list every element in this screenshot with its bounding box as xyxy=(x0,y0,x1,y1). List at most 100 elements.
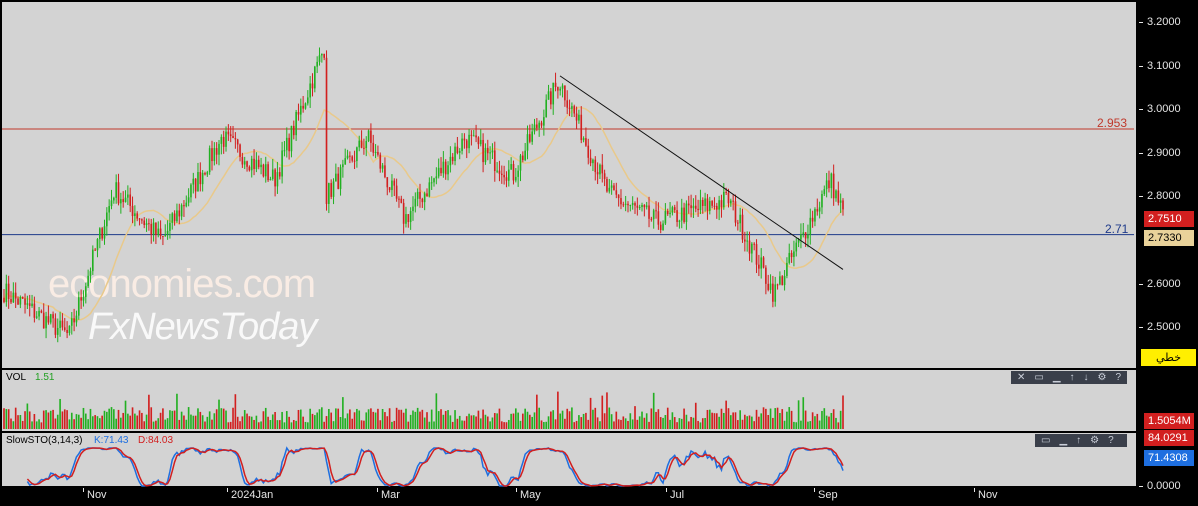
candle-body xyxy=(765,267,767,284)
settings-icon[interactable]: ⚙ xyxy=(1097,372,1107,383)
volume-bar xyxy=(330,412,333,429)
candle-body xyxy=(229,134,232,137)
help-icon[interactable]: ? xyxy=(1115,372,1122,383)
volume-bar xyxy=(557,391,559,429)
candle-body xyxy=(587,145,590,158)
candle-body xyxy=(493,150,496,171)
move-up-icon[interactable]: ↑ xyxy=(1076,435,1082,446)
volume-bar xyxy=(370,408,372,429)
candle-body xyxy=(77,297,80,316)
volume-bar xyxy=(828,416,830,429)
volume-bar xyxy=(220,408,223,429)
candle-body xyxy=(786,262,788,276)
volume-bar xyxy=(449,415,452,429)
volume-bar xyxy=(678,418,681,429)
candle-body xyxy=(377,151,379,155)
volume-bar xyxy=(704,417,706,429)
time-axis[interactable]: Nov 2024Jan Mar May Jul Sep Nov xyxy=(76,488,1136,506)
candle-body xyxy=(575,113,578,121)
candle-body xyxy=(311,83,314,89)
candle-body xyxy=(503,174,505,178)
candle-body xyxy=(101,228,103,239)
volume-bar xyxy=(346,413,349,429)
candle-body xyxy=(197,172,199,192)
candle-body xyxy=(384,165,386,178)
candle-body xyxy=(246,161,248,167)
volume-bar xyxy=(152,421,155,429)
candle-body xyxy=(250,158,253,171)
volume-bar xyxy=(108,408,110,429)
candle-body xyxy=(82,296,85,301)
volume-bar xyxy=(507,419,510,429)
candle-body xyxy=(489,152,491,154)
candle-body xyxy=(248,166,251,171)
stochastic-k-line xyxy=(26,446,844,487)
volume-bar xyxy=(500,421,503,429)
candle-body xyxy=(162,236,164,238)
candle-body xyxy=(566,100,569,108)
move-up-icon[interactable]: ↑ xyxy=(1069,372,1075,383)
candle-body xyxy=(96,239,99,251)
candle-body xyxy=(685,203,688,222)
volume-bar xyxy=(321,407,323,429)
volume-bar xyxy=(430,409,433,429)
candle-body xyxy=(45,316,47,329)
volume-bar xyxy=(503,422,505,429)
candle-body xyxy=(122,199,125,203)
drawing-mode-button[interactable]: خطي xyxy=(1141,349,1196,366)
candle-body xyxy=(21,296,24,299)
candle-body xyxy=(426,193,428,197)
candle-body xyxy=(433,178,435,183)
help-icon[interactable]: ? xyxy=(1108,435,1114,446)
candle-body xyxy=(190,184,192,198)
candle-body xyxy=(648,205,650,219)
volume-bar xyxy=(582,413,585,429)
volume-bar xyxy=(52,409,54,429)
volume-bar xyxy=(47,412,50,429)
candle-body xyxy=(152,222,155,235)
price-axis[interactable]: 3.2000 3.1000 3.0000 2.9000 2.8000 2.600… xyxy=(1137,0,1196,370)
settings-icon[interactable]: ⚙ xyxy=(1090,435,1100,446)
candle-body xyxy=(3,297,5,303)
minimize-icon[interactable]: ▁ xyxy=(1052,372,1061,383)
candle-body xyxy=(31,303,33,306)
stochastic-panel-toolbar: ▭ ▁ ↑ ⚙ ? xyxy=(1035,434,1127,447)
stochastic-k-tag: 71.4308 xyxy=(1144,450,1194,466)
volume-bar xyxy=(818,420,821,429)
candle-body xyxy=(694,205,697,209)
move-down-icon[interactable]: ↓ xyxy=(1083,372,1089,383)
candle-body xyxy=(617,194,620,199)
volume-bar xyxy=(624,418,627,429)
candle-body xyxy=(744,239,746,242)
close-icon[interactable]: ✕ xyxy=(1017,372,1026,383)
volume-bar xyxy=(524,408,526,429)
volume-bar xyxy=(722,412,725,429)
minimize-icon[interactable]: ▁ xyxy=(1059,435,1068,446)
candle-body xyxy=(141,219,143,221)
volume-bar xyxy=(381,408,384,429)
volume-bar xyxy=(687,421,690,429)
candle-body xyxy=(664,211,667,224)
volume-bar xyxy=(171,410,174,429)
volume-bar xyxy=(435,393,438,429)
volume-bar xyxy=(374,412,377,429)
volume-bar xyxy=(232,407,234,429)
candle-body xyxy=(720,200,723,208)
volume-bar xyxy=(246,413,248,429)
volume-bar xyxy=(514,408,517,429)
volume-bar xyxy=(211,419,213,429)
volume-bar xyxy=(475,416,477,429)
volume-bar xyxy=(131,407,134,429)
volume-bar xyxy=(257,422,260,429)
volume-bar xyxy=(797,400,800,429)
maximize-icon[interactable]: ▭ xyxy=(1034,372,1044,383)
candle-body xyxy=(461,138,463,151)
candle-body xyxy=(423,193,426,203)
candle-body xyxy=(758,264,760,269)
volume-bar xyxy=(580,417,583,429)
candle-body xyxy=(187,197,190,203)
candle-body xyxy=(367,130,370,142)
volume-bar xyxy=(484,414,487,429)
volume-bar xyxy=(169,410,171,429)
maximize-icon[interactable]: ▭ xyxy=(1041,435,1051,446)
